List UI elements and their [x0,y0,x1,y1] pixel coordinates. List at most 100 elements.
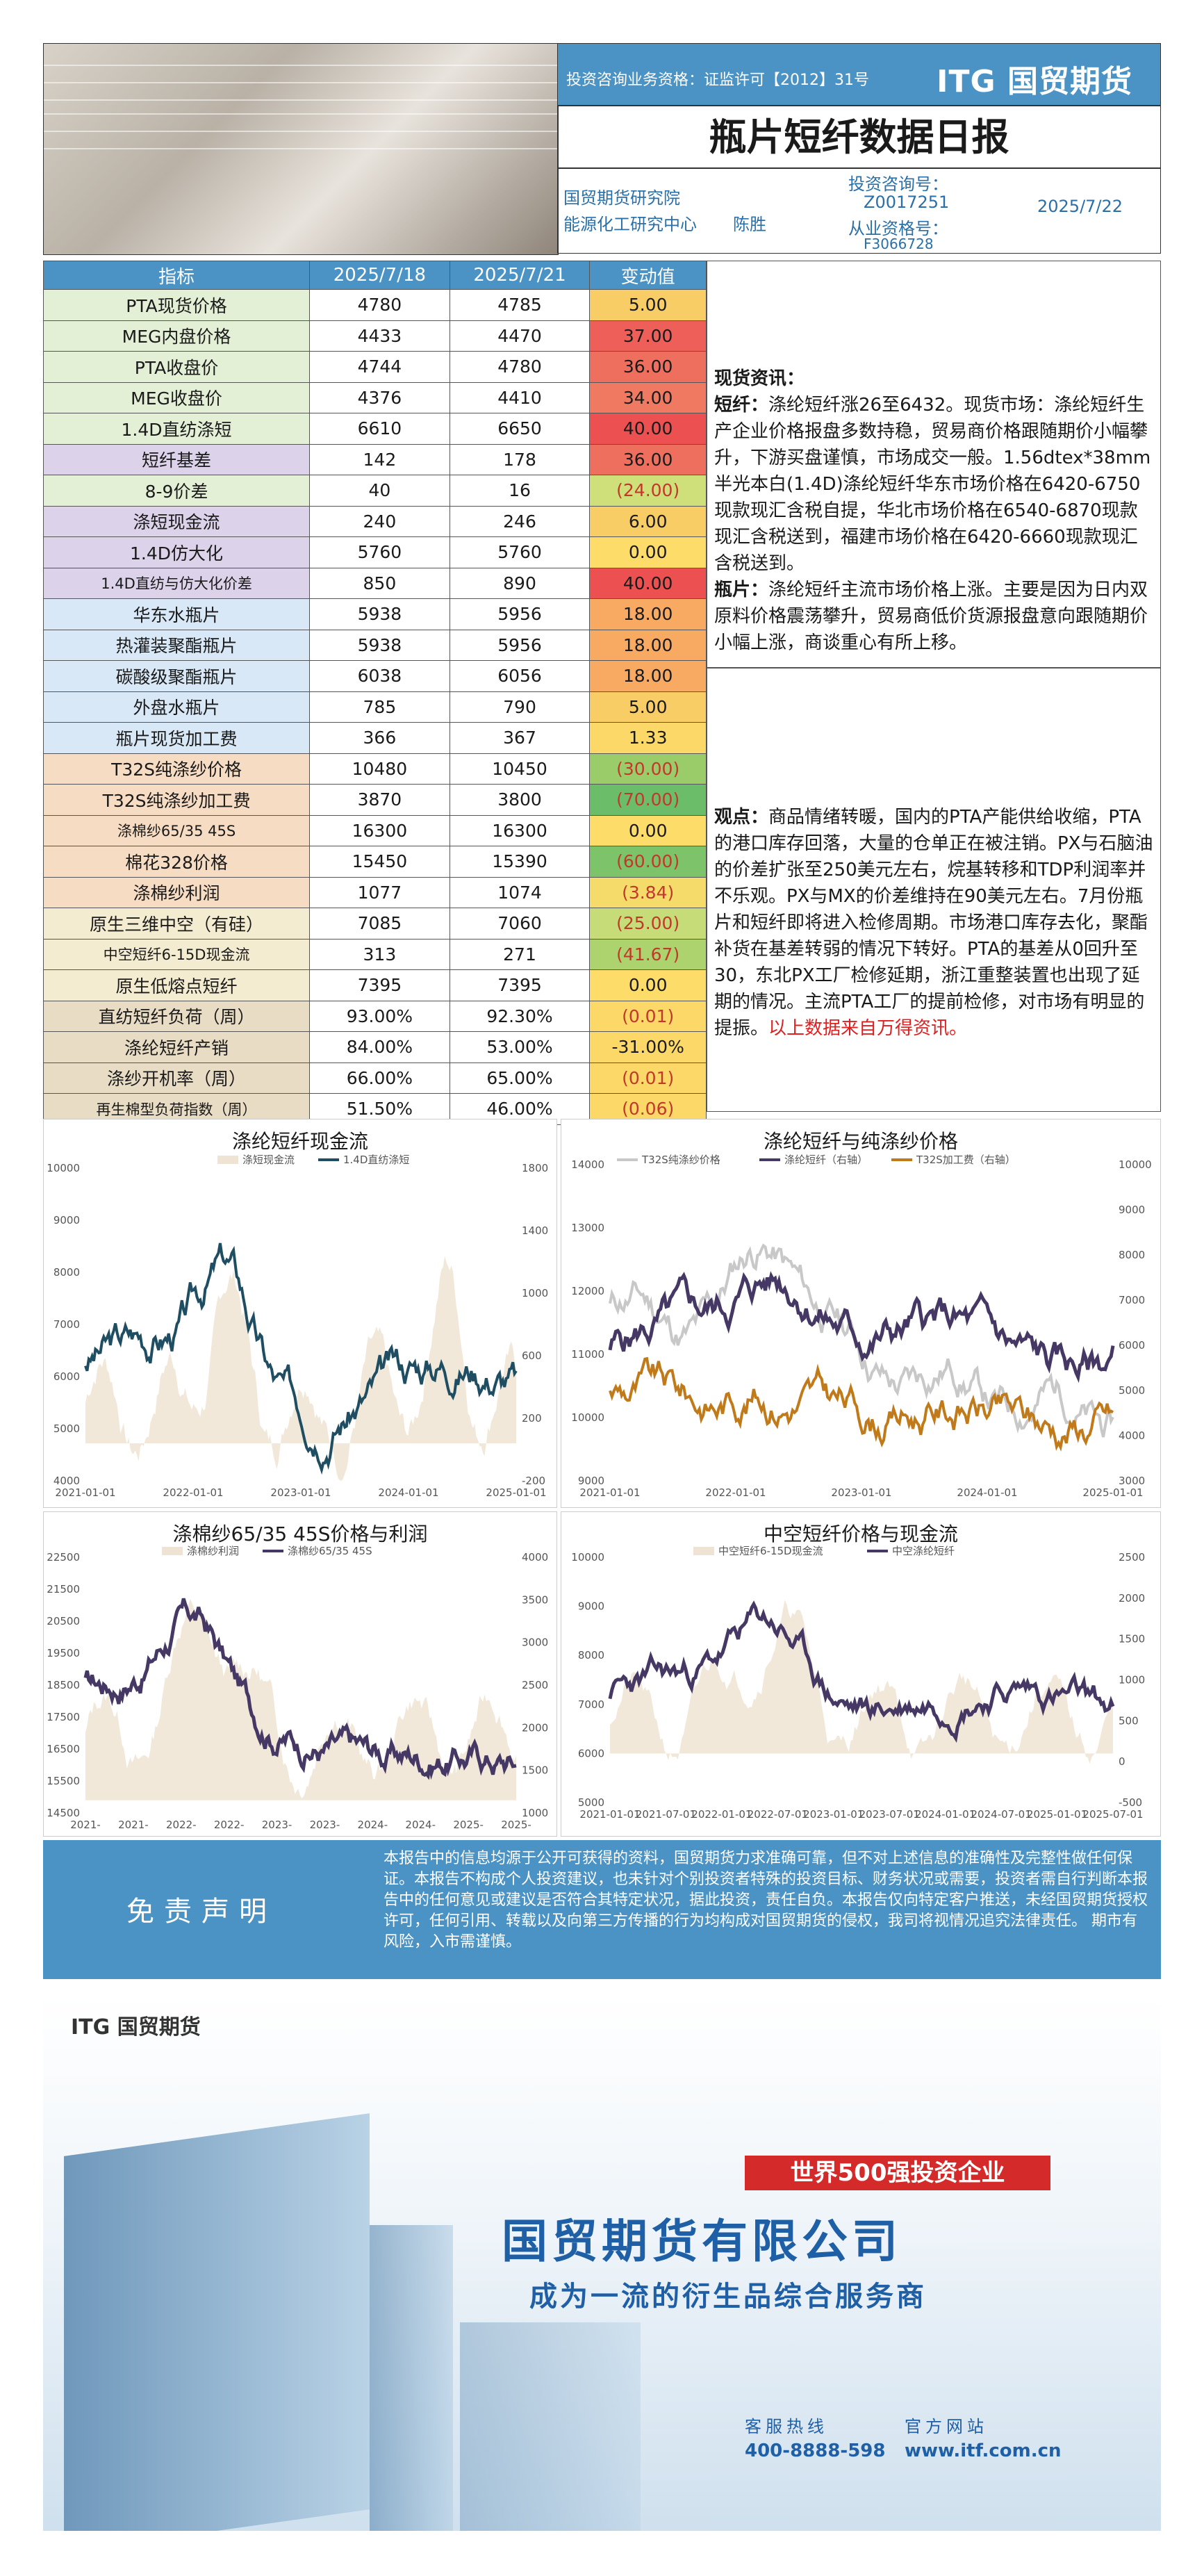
x-tick: 2021-07-01 [636,1808,696,1821]
building-graphic [64,2113,370,2531]
value-cell: 66.00% [309,1062,450,1094]
change-value: (3.84) [589,876,707,908]
change-value: (0.01) [589,1000,707,1032]
y-right-tick: 10000 [1119,1158,1152,1171]
y-left-tick: 8000 [53,1266,80,1279]
x-tick: 2024- [405,1819,436,1831]
table-row: 中空短纤6-15D现金流 313 271 (41.67) [42,938,707,970]
change-value: 5.00 [589,289,707,321]
y-right-tick: 4000 [522,1551,548,1564]
value-cell: 16 [449,475,591,507]
y-right-tick: 1000 [522,1287,548,1299]
view-label: 观点： [714,807,769,828]
line-series [609,1243,1114,1438]
table-row: 外盘水瓶片 785 790 5.00 [42,691,707,723]
table-row: 涤纱开机率（周） 66.00% 65.00% (0.01) [42,1062,707,1094]
x-tick: 2025-01-01 [1082,1486,1143,1499]
indicator-name: 短纤基差 [42,443,311,475]
change-value: 36.00 [589,443,707,475]
x-tick: 2023-01-01 [270,1486,331,1499]
y-left-tick: 4000 [53,1475,80,1487]
table-row: 热灌装聚酯瓶片 5938 5956 18.00 [42,629,707,661]
table-row: 8-9价差 40 16 (24.00) [42,475,707,507]
value-cell: 271 [449,938,591,970]
legend-label: 涤短现金流 [242,1154,295,1166]
y-left-tick: 10000 [47,1162,80,1174]
indicator-name: 原生三维中空（有硅） [42,908,311,940]
value-cell: 6610 [309,413,450,445]
y-left-tick: 6000 [578,1747,604,1759]
table-row: T32S纯涤纱加工费 3870 3800 (70.00) [42,784,707,816]
value-cell: 1077 [309,876,450,908]
value-cell: 15450 [309,846,450,878]
col-header: 变动值 [589,261,707,290]
y-right-tick: 2000 [1119,1592,1145,1605]
change-value: (70.00) [589,784,707,816]
table-row: 1.4D直纺涤短 6610 6650 40.00 [42,413,707,445]
table-row: PTA收盘价 4744 4780 36.00 [42,351,707,383]
building-graphic-3 [460,2322,641,2531]
legend-label: T32S纯涤纱价格 [641,1154,720,1166]
x-tick: 2023- [262,1819,292,1831]
practice-label: 从业资格号： [848,219,948,238]
y-left-tick: 21500 [47,1583,80,1595]
value-cell: 3800 [449,784,591,816]
value-cell: 5760 [309,536,450,568]
value-cell: 4785 [449,289,591,321]
y-left-tick: 5000 [53,1422,80,1435]
table-row: 涤棉纱65/35 45S 16300 16300 0.00 [42,814,707,846]
dept2: 能源化工研究中心 [563,215,697,234]
spot-heading: 现货资讯： [714,368,805,389]
change-value: 5.00 [589,691,707,723]
y-left-tick: 9000 [53,1214,80,1227]
y-right-tick: 5000 [1119,1384,1145,1397]
value-cell: 84.00% [309,1031,450,1063]
value-cell: 4410 [449,382,591,413]
report-date: 2025/7/22 [1037,197,1123,216]
value-cell: 7395 [449,969,591,1001]
value-cell: 10450 [449,753,591,785]
table-row: 原生低熔点短纤 7395 7395 0.00 [42,969,707,1001]
y-left-tick: 11000 [571,1348,604,1361]
value-cell: 16300 [449,814,591,846]
x-tick: 2024-07-01 [971,1808,1032,1821]
legend-label: 涤纶短纤（右轴） [784,1154,868,1166]
company-name: 国贸期货有限公司 [502,2215,902,2268]
table-row: 涤纶短纤产销 84.00% 53.00% -31.00% [42,1031,707,1063]
website-link[interactable]: www.itf.com.cn [905,2440,1062,2461]
value-cell: 40 [309,475,450,507]
indicator-name: 1.4D直纺涤短 [42,413,311,445]
company-banner: ITG 国贸期货 世界500强投资企业 国贸期货有限公司 成为一流的衍生品综合服… [43,1996,1161,2531]
value-cell: 4376 [309,382,450,413]
change-value: (41.67) [589,938,707,970]
legend-swatch [217,1156,238,1164]
indicator-name: PTA收盘价 [42,351,311,383]
value-cell: 6056 [449,660,591,692]
y-left-tick: 9000 [578,1475,604,1487]
change-value: 0.00 [589,969,707,1001]
x-tick: 2023-01-01 [803,1808,864,1821]
x-tick: 2021- [70,1819,101,1831]
change-value: 36.00 [589,351,707,383]
y-left-tick: 16500 [47,1743,80,1755]
value-cell: 16300 [309,814,450,846]
table-row: 原生三维中空（有硅） 7085 7060 (25.00) [42,908,707,940]
header-info: 国贸期货研究院 能源化工研究中心 陈胜 投资咨询号： Z0017251 从业资格… [557,168,1161,254]
x-tick: 2022-01-01 [705,1486,766,1499]
legend-label: 涤棉纱利润 [187,1545,239,1557]
y-right-tick: 200 [522,1412,542,1425]
line-series [608,1600,1115,1744]
y-right-tick: 3500 [522,1593,548,1606]
spot-news: 现货资讯： 短纤：涤纶短纤涨26至6432。现货市场：涤纶短纤生产企业价格报盘多… [707,261,1161,668]
y-left-tick: 7000 [578,1698,604,1711]
y-left-tick: 8000 [578,1649,604,1662]
pr-label: 瓶片： [714,580,769,600]
change-value: 0.00 [589,536,707,568]
y-right-tick: 9000 [1119,1204,1145,1216]
value-cell: 5938 [309,629,450,661]
x-tick: 2025-01-01 [486,1486,546,1499]
change-value: (25.00) [589,908,707,940]
y-left-tick: 10000 [571,1411,604,1424]
value-cell: 6650 [449,413,591,445]
x-tick: 2024-01-01 [378,1486,438,1499]
